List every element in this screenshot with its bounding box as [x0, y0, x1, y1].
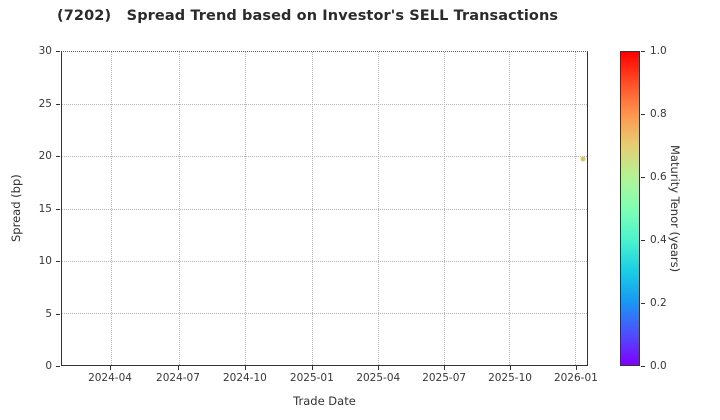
colorbar-tick-label: 1.0 — [650, 45, 667, 57]
x-tick-label: 2025-07 — [422, 372, 467, 384]
x-tick-mark — [510, 366, 511, 370]
x-tick-label: 2024-10 — [222, 372, 267, 384]
y-tick-label: 30 — [38, 45, 52, 57]
x-tick-label: 2026-01 — [553, 372, 598, 384]
gridline-vertical — [311, 52, 313, 365]
y-tick-mark — [56, 208, 60, 210]
gridline-horizontal — [62, 208, 587, 210]
colorbar — [620, 51, 640, 366]
x-tick-mark — [311, 366, 313, 370]
x-tick-mark — [110, 366, 111, 370]
y-tick-mark — [56, 261, 60, 262]
y-tick-mark — [56, 156, 60, 157]
gridline-horizontal — [62, 260, 587, 262]
colorbar-label: Maturity Tenor (years) — [668, 144, 682, 273]
x-tick-label: 2024-07 — [156, 372, 200, 384]
colorbar-tick-mark — [641, 303, 645, 304]
colorbar-tick-mark — [641, 366, 645, 367]
y-tick-label: 5 — [45, 307, 52, 320]
y-tick-mark — [56, 103, 60, 105]
x-tick-mark — [575, 366, 577, 370]
y-tick-mark — [56, 51, 60, 52]
y-tick-label: 25 — [38, 97, 52, 110]
x-tick-mark — [444, 366, 446, 370]
y-tick-label: 10 — [38, 255, 52, 267]
x-tick-label: 2025-10 — [488, 372, 532, 384]
colorbar-tick-mark — [641, 177, 645, 178]
colorbar-tick-mark — [641, 114, 645, 115]
y-tick-mark — [56, 313, 60, 315]
gridline-vertical — [178, 52, 180, 365]
colorbar-tick-label: 0.8 — [650, 108, 667, 120]
x-tick-label: 2025-04 — [356, 372, 401, 384]
x-tick-mark — [177, 366, 179, 370]
y-tick-label: 20 — [38, 150, 52, 162]
colorbar-tick-label: 0.4 — [650, 234, 667, 246]
colorbar-tick-mark — [641, 240, 645, 241]
gridline-vertical — [574, 52, 576, 365]
colorbar-tick-label: 0.6 — [650, 171, 667, 183]
colorbar-tick-label: 0.0 — [650, 360, 667, 372]
gridline-vertical — [443, 52, 445, 365]
x-axis-label: Trade Date — [293, 394, 356, 408]
colorbar-tick-label: 0.2 — [650, 297, 667, 309]
y-tick-mark — [56, 366, 60, 367]
gridline-vertical — [378, 52, 380, 365]
gridline-horizontal — [62, 156, 587, 158]
gridline-vertical — [110, 52, 112, 365]
colorbar-tick-mark — [641, 51, 645, 52]
data-point — [580, 156, 586, 162]
y-tick-label: 15 — [38, 202, 52, 215]
gridline-horizontal — [62, 312, 587, 314]
x-tick-mark — [378, 366, 380, 370]
gridline-vertical — [245, 52, 247, 365]
gridline-horizontal — [62, 104, 587, 106]
plot-area — [61, 51, 588, 366]
chart-title: (7202) Spread Trend based on Investor's … — [57, 8, 559, 24]
x-tick-label: 2025-01 — [289, 372, 334, 384]
gridline-vertical — [509, 52, 511, 365]
y-tick-label: 0 — [45, 360, 52, 372]
x-tick-mark — [244, 366, 246, 370]
x-tick-label: 2024-04 — [88, 372, 132, 384]
